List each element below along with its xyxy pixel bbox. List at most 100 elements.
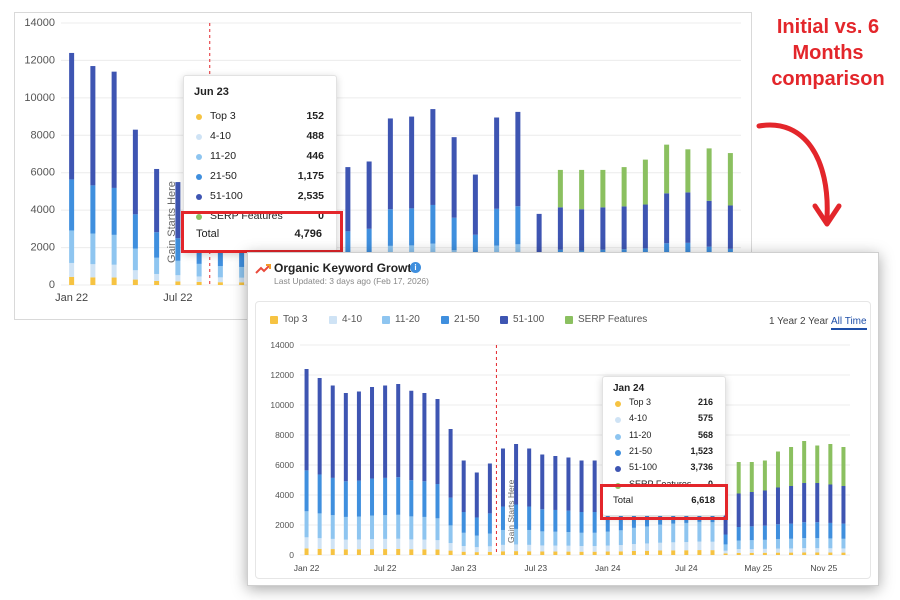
bar-segment[interactable] <box>527 529 532 545</box>
bar-segment[interactable] <box>579 551 584 555</box>
bar-segment-serp[interactable] <box>802 441 807 483</box>
bar-segment[interactable] <box>723 544 728 551</box>
bar-segment[interactable] <box>474 547 479 553</box>
bar-segment[interactable] <box>500 544 505 552</box>
bar-segment[interactable] <box>422 481 427 517</box>
bar-segment[interactable] <box>474 535 479 548</box>
bar-segment[interactable] <box>304 369 309 471</box>
bar-segment[interactable] <box>762 539 767 549</box>
bar-segment[interactable] <box>664 193 670 244</box>
bar-segment[interactable] <box>396 477 401 515</box>
bar-segment[interactable] <box>111 277 117 285</box>
bar-segment[interactable] <box>409 516 414 540</box>
bar-segment[interactable] <box>461 532 466 547</box>
bar-segment[interactable] <box>631 544 636 551</box>
bar-segment-serp[interactable] <box>727 153 733 206</box>
bar-segment[interactable] <box>592 532 597 547</box>
bar-segment[interactable] <box>618 551 623 555</box>
bar-segment[interactable] <box>422 549 427 555</box>
bar-segment[interactable] <box>409 539 414 550</box>
bar-segment[interactable] <box>592 460 597 513</box>
bar-segment[interactable] <box>366 161 372 229</box>
bar-segment[interactable] <box>841 538 846 549</box>
bar-segment[interactable] <box>461 551 466 555</box>
bar-segment[interactable] <box>448 543 453 551</box>
bar-segment[interactable] <box>111 234 117 265</box>
bar-segment[interactable] <box>723 534 728 545</box>
bar-segment[interactable] <box>217 266 223 278</box>
bar-segment[interactable] <box>451 137 457 218</box>
bar-segment[interactable] <box>802 522 807 539</box>
bar-segment[interactable] <box>90 233 96 265</box>
bar-segment[interactable] <box>697 521 702 542</box>
bar-segment[interactable] <box>175 281 181 285</box>
bar-segment[interactable] <box>356 391 361 481</box>
bar-segment[interactable] <box>631 527 636 545</box>
bar-segment[interactable] <box>370 549 375 555</box>
bar-segment-serp[interactable] <box>841 447 846 486</box>
bar-segment[interactable] <box>515 206 521 245</box>
bar-segment[interactable] <box>196 276 202 282</box>
bar-segment[interactable] <box>90 185 96 234</box>
bar-segment[interactable] <box>69 52 75 180</box>
bar-segment[interactable] <box>579 460 584 513</box>
bar-segment[interactable] <box>514 444 519 505</box>
bar-segment[interactable] <box>330 515 335 539</box>
bar-segment[interactable] <box>841 523 846 539</box>
bar-segment[interactable] <box>383 477 388 516</box>
bar-segment[interactable] <box>815 552 820 555</box>
bar-segment[interactable] <box>815 538 820 549</box>
bar-segment[interactable] <box>430 204 436 244</box>
legend-item[interactable]: Top 3 <box>270 314 307 325</box>
bar-segment[interactable] <box>356 516 361 540</box>
bar-segment[interactable] <box>828 522 833 539</box>
bar-segment[interactable] <box>422 539 427 550</box>
bar-segment[interactable] <box>330 538 335 550</box>
bar-segment[interactable] <box>317 548 322 555</box>
legend-item[interactable]: SERP Features <box>565 314 647 325</box>
bar-segment[interactable] <box>579 512 584 533</box>
bar-segment[interactable] <box>697 541 702 551</box>
bar-segment[interactable] <box>370 539 375 550</box>
bar-segment[interactable] <box>618 545 623 552</box>
bar-segment[interactable] <box>500 529 505 545</box>
bar-segment[interactable] <box>802 548 807 553</box>
bar-segment[interactable] <box>474 517 479 536</box>
bar-segment[interactable] <box>396 514 401 539</box>
bar-segment[interactable] <box>536 213 542 253</box>
bar-segment[interactable] <box>605 551 610 555</box>
bar-segment[interactable] <box>789 538 794 549</box>
bar-segment[interactable] <box>789 552 794 555</box>
bar-segment[interactable] <box>642 204 648 249</box>
bar-segment[interactable] <box>697 550 702 555</box>
bar-segment[interactable] <box>723 510 728 535</box>
bar-segment-serp[interactable] <box>762 460 767 491</box>
bar-segment[interactable] <box>671 542 676 551</box>
bar-segment[interactable] <box>330 477 335 516</box>
bar-segment[interactable] <box>710 550 715 555</box>
bar-segment[interactable] <box>90 277 96 285</box>
bar-segment[interactable] <box>356 480 361 517</box>
bar-segment[interactable] <box>685 192 691 243</box>
bar-segment[interactable] <box>645 550 650 555</box>
bar-segment[interactable] <box>553 531 558 546</box>
bar-segment[interactable] <box>527 506 532 530</box>
bar-segment[interactable] <box>775 487 780 525</box>
bar-segment[interactable] <box>566 551 571 555</box>
bar-segment[interactable] <box>422 393 427 482</box>
bar-segment[interactable] <box>684 522 689 543</box>
bar-segment[interactable] <box>500 506 505 530</box>
bar-segment[interactable] <box>343 516 348 540</box>
bar-segment[interactable] <box>658 524 663 543</box>
bar-segment[interactable] <box>841 486 846 524</box>
bar-segment[interactable] <box>736 549 741 553</box>
bar-segment[interactable] <box>684 542 689 551</box>
bar-segment[interactable] <box>592 551 597 555</box>
bar-segment[interactable] <box>605 531 610 546</box>
legend-item[interactable]: 51-100 <box>500 314 544 325</box>
bar-segment[interactable] <box>111 264 117 278</box>
bar-segment[interactable] <box>500 551 505 555</box>
bar-segment[interactable] <box>69 179 75 231</box>
bar-segment[interactable] <box>566 457 571 511</box>
bar-segment[interactable] <box>487 533 492 547</box>
